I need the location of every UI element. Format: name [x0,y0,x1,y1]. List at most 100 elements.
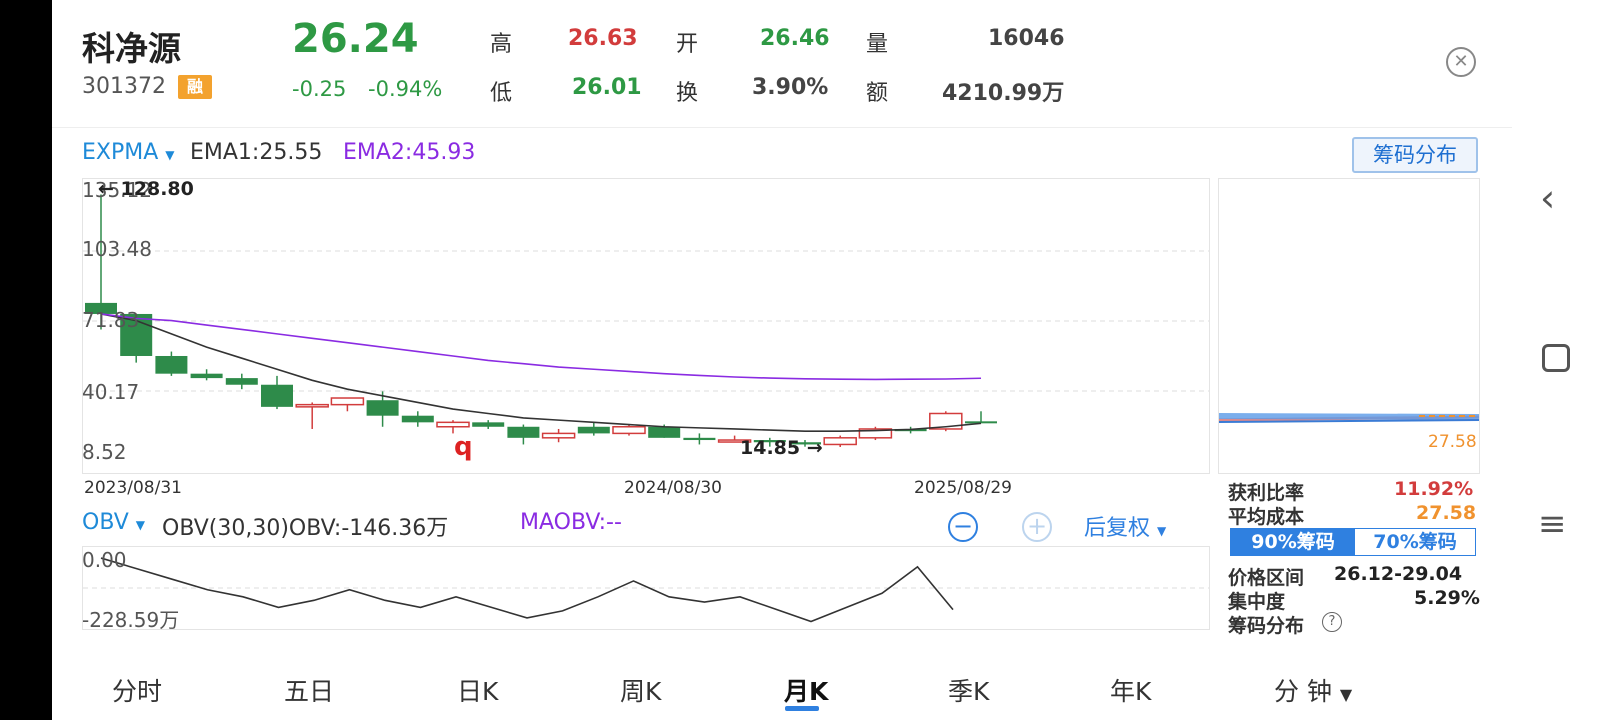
tab-90-chip[interactable]: 90%筹码 [1231,529,1355,555]
tab-minute[interactable]: 分 钟 ▼ [1274,672,1352,708]
low-label: 低 [490,81,513,106]
high-value: 26.63 [568,26,638,51]
dropdown-icon: ▼ [1157,524,1167,538]
obv-line [100,557,954,623]
dropdown-icon: ▼ [1339,685,1353,704]
ema1-value: EMA1:25.55 [190,140,323,165]
high-label: 高 [490,32,513,57]
price-range-value: 26.12-29.04 [1334,563,1463,585]
left-black-bar [0,0,52,720]
tab-daily-k[interactable]: 日K [457,677,499,706]
candle-body [261,384,293,407]
y-label-bottom: 8.52 [82,440,127,464]
adjust-selector[interactable]: 后复权 ▼ [1084,510,1166,542]
candlestick-chart[interactable] [82,178,1210,474]
active-tab-indicator [785,706,819,711]
chip-bars [1219,413,1479,423]
obv-y-bottom: -228.59万 [82,608,180,632]
help-icon[interactable]: ? [1322,612,1342,632]
chip-distribution-button[interactable]: 筹码分布 [1352,137,1478,173]
open-label: 开 [676,32,699,57]
indicator-selector[interactable]: EXPMA ▼ [82,140,175,165]
max-price-marker: ← 128.80 [98,178,194,200]
tab-minute-label: 分 钟 [1274,677,1332,706]
amount-label: 额 [866,81,889,106]
candle-body [858,428,893,439]
low-value: 26.01 [572,75,642,100]
date-end: 2025/08/29 [914,478,1012,498]
tab-yearly-k[interactable]: 年K [1110,677,1152,706]
volume-value: 16046 [988,26,1065,51]
candle-body [401,415,434,423]
dropdown-icon: ▼ [135,518,146,532]
obv-params: OBV(30,30)OBV:-146.36万 [162,516,449,541]
min-price-value: 14.85 [740,437,801,459]
y-label-4: 40.17 [82,380,140,404]
candle-body [683,437,716,441]
candle-body [717,439,752,443]
avg-cost-value: 27.58 [1416,502,1477,524]
avg-cost-label: 平均成本 [1228,506,1305,528]
current-price: 26.24 [292,16,419,62]
concentration-value: 5.29% [1414,587,1480,609]
close-icon[interactable]: ✕ [1446,47,1476,77]
profit-ratio-label: 获利比率 [1228,482,1305,504]
open-value: 26.46 [760,26,830,51]
concentration-label: 集中度 [1228,591,1286,613]
indicator-name: EXPMA [82,140,159,165]
profit-ratio-value: 11.92% [1394,478,1474,500]
y-label-3: 71.83 [82,308,140,332]
stock-code: 301372 [82,74,166,99]
max-price-value: 128.80 [120,178,194,200]
turnover-label: 换 [676,81,699,106]
note-marker: q [454,432,473,462]
zoom-out-icon[interactable]: − [948,512,978,542]
obv-chart[interactable] [82,546,1210,630]
back-icon[interactable]: ‹ [1540,176,1556,220]
y-label-top: 135.12 [82,178,152,202]
obv-selector[interactable]: OBV ▼ [82,510,145,535]
price-change-pct: -0.94% [368,77,443,101]
candle-body [648,426,681,438]
chip-distribution-panel [1218,178,1480,474]
candle-body [295,403,329,408]
candlestick-svg [83,194,1209,447]
min-price-marker: 14.85 → [740,437,823,459]
tab-intraday[interactable]: 分时 [112,677,163,706]
candle-body [85,302,117,314]
ema1-line [100,313,982,432]
dropdown-icon: ▼ [165,148,175,162]
candle-body [965,421,997,424]
candle-body [155,355,188,374]
tab-weekly-k[interactable]: 周K [620,677,662,706]
menu-icon[interactable]: ≡ [1538,504,1567,544]
chip-tabs [1230,528,1476,556]
obv-name: OBV [82,510,129,535]
stock-name: 科净源 [82,29,181,68]
candle-body [823,437,857,446]
ema2-value: EMA2:45.93 [343,140,476,165]
candle-body [789,442,821,445]
home-icon[interactable] [1542,344,1570,372]
candle-body [436,421,470,428]
y-label-2: 103.48 [82,237,152,261]
candle-body [330,397,365,406]
chip-footer-label: 筹码分布 [1228,615,1305,637]
candle-body [577,426,610,434]
date-start: 2023/08/31 [84,478,182,498]
candle-body [929,412,963,430]
tab-quarterly-k[interactable]: 季K [948,677,990,706]
obv-y-top: 0.00 [82,548,127,572]
price-change: -0.25 [292,77,347,101]
tab-monthly-k[interactable]: 月K [784,677,829,706]
tab-70-chip[interactable]: 70%筹码 [1373,531,1457,553]
candle-body [612,426,646,435]
ema2-line [100,313,982,381]
cost-price-marker: 27.58 [1428,432,1477,452]
maobv-value: MAOBV:-- [520,510,622,535]
obv-svg [83,557,1209,623]
zoom-in-icon[interactable]: + [1022,512,1052,542]
adjust-label: 后复权 [1084,516,1151,541]
margin-badge: 融 [178,75,212,99]
tab-five-day[interactable]: 五日 [284,677,335,706]
